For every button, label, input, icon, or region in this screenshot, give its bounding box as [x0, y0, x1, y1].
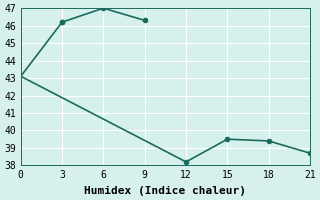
X-axis label: Humidex (Indice chaleur): Humidex (Indice chaleur)	[84, 186, 246, 196]
